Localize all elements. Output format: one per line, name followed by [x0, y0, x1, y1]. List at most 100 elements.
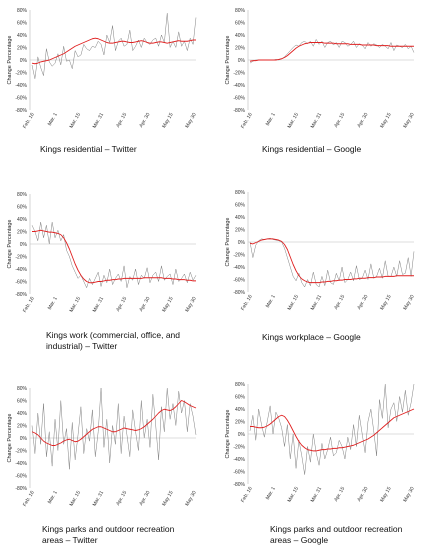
x-tick-label: Apr. 30	[138, 112, 151, 129]
y-tick-label: -60%	[15, 279, 27, 285]
x-tick-label: May 30	[184, 490, 198, 507]
y-tick-label: -80%	[15, 292, 27, 298]
x-tick-label: Mar. 1	[265, 112, 277, 127]
chart-work-twitter: 80% 60% 40% 20% 0% -20% -40% -60% -80% Change Per…	[7, 192, 198, 314]
y-tick-label: 20%	[235, 419, 246, 425]
x-tick-label: Apr. 15	[115, 112, 128, 129]
chart-panel-parks-google: 80% 60% 40% 20% 0% -20% -40% -60% -80% Change Per…	[222, 380, 422, 510]
x-tick-label: Apr. 15	[115, 296, 128, 313]
series-line-daily	[249, 238, 415, 288]
y-tick-label: 80%	[17, 386, 28, 392]
y-tick-label: 20%	[235, 45, 246, 51]
y-tick-label: 80%	[235, 382, 246, 388]
y-tick-label: -20%	[233, 252, 245, 258]
y-tick-label: -40%	[233, 265, 245, 271]
y-tick-label: -20%	[233, 444, 245, 450]
x-tick-label: May 15	[161, 490, 175, 507]
y-tick-label: -40%	[15, 83, 27, 89]
x-tick-label: Feb. 16	[22, 490, 36, 508]
chart-residential-google: 80% 60% 40% 20% 0% -20% -40% -60% -80% Change Per…	[225, 8, 416, 130]
chart-panel-parks-twitter: 80% 60% 40% 20% 0% -20% -40% -60% -80% Change Per…	[4, 384, 204, 514]
series-line-trend	[249, 238, 414, 284]
chart-panel-residential-google: 80% 60% 40% 20% 0% -20% -40% -60% -80% Change Per…	[222, 6, 422, 136]
chart-title-parks-twitter: Kings parks and outdoor recreation areas…	[42, 524, 175, 545]
series-line-trend	[250, 408, 415, 452]
y-axis-label: Change Percentage	[225, 36, 231, 85]
x-tick-label: Mar. 1	[47, 296, 59, 311]
y-tick-label: 40%	[17, 217, 28, 223]
y-tick-label: 60%	[235, 20, 246, 26]
x-tick-label: May 30	[184, 296, 198, 313]
series-line-trend	[32, 229, 196, 284]
x-tick-label: Apr. 15	[333, 112, 346, 129]
series-line-daily	[249, 383, 415, 475]
y-tick-label: -40%	[15, 267, 27, 273]
y-tick-label: -60%	[233, 469, 245, 475]
y-tick-label: -20%	[233, 70, 245, 76]
y-tick-label: -80%	[233, 108, 245, 114]
x-tick-label: Mar. 31	[310, 112, 324, 130]
x-tick-label: Mar. 1	[265, 486, 277, 501]
x-tick-label: Mar. 1	[47, 490, 59, 505]
y-axis-label: Change Percentage	[7, 414, 13, 463]
y-axis-label: Change Percentage	[225, 410, 231, 459]
y-tick-label: 40%	[17, 33, 28, 39]
chart-workplace-google: 80% 60% 40% 20% 0% -20% -40% -60% -80% Change Per…	[225, 190, 416, 312]
y-tick-label: 20%	[235, 227, 246, 233]
y-tick-label: -40%	[233, 457, 245, 463]
y-tick-label: -60%	[233, 95, 245, 101]
y-tick-label: 0%	[238, 58, 246, 64]
y-tick-label: 0%	[20, 242, 28, 248]
y-axis-label: Change Percentage	[7, 220, 13, 269]
x-tick-label: Apr. 30	[138, 490, 151, 507]
x-tick-label: Mar. 15	[68, 296, 82, 314]
x-tick-label: May 30	[402, 112, 416, 129]
y-tick-label: -80%	[15, 486, 27, 492]
y-tick-label: 60%	[235, 202, 246, 208]
y-tick-label: 0%	[20, 436, 28, 442]
chart-parks-google: 80% 60% 40% 20% 0% -20% -40% -60% -80% Change Per…	[225, 382, 416, 504]
y-tick-label: 40%	[235, 407, 246, 413]
x-tick-label: Mar. 1	[47, 112, 59, 127]
y-tick-label: 0%	[238, 240, 246, 246]
chart-residential-twitter: 80% 60% 40% 20% 0% -20% -40% -60% -80% Change Per…	[7, 8, 198, 130]
y-axis-label: Change Percentage	[7, 36, 13, 85]
y-tick-label: 80%	[235, 190, 246, 196]
y-axis-label: Change Percentage	[225, 218, 231, 267]
y-tick-label: -80%	[15, 108, 27, 114]
x-tick-label: May 15	[379, 486, 393, 503]
x-tick-label: May 15	[161, 296, 175, 313]
y-tick-label: 80%	[17, 8, 28, 14]
series-line-trend	[31, 37, 196, 65]
chart-panel-residential-twitter: 80% 60% 40% 20% 0% -20% -40% -60% -80% Change Per…	[4, 6, 204, 136]
x-tick-label: May 30	[402, 294, 416, 311]
x-tick-label: Mar. 31	[92, 296, 106, 314]
y-tick-label: -20%	[15, 254, 27, 260]
x-tick-label: Mar. 15	[68, 112, 82, 130]
y-tick-label: 80%	[17, 192, 28, 198]
x-tick-label: Mar. 15	[286, 486, 300, 504]
y-tick-label: -60%	[15, 95, 27, 101]
x-tick-label: Mar. 31	[92, 490, 106, 508]
chart-title-workplace-google: Kings workplace – Google	[262, 332, 361, 342]
x-tick-label: Apr. 30	[356, 486, 369, 503]
chart-panel-work-twitter: 80% 60% 40% 20% 0% -20% -40% -60% -80% Change Per…	[4, 190, 204, 320]
x-tick-label: Feb. 16	[240, 294, 254, 312]
x-tick-label: Mar. 31	[310, 486, 324, 504]
x-tick-label: Feb. 16	[240, 486, 254, 504]
x-tick-label: Feb. 16	[22, 296, 36, 314]
y-tick-label: -40%	[233, 83, 245, 89]
x-tick-label: Apr. 30	[356, 112, 369, 129]
y-tick-label: -60%	[233, 277, 245, 283]
x-tick-label: Mar. 15	[286, 294, 300, 312]
y-tick-label: -40%	[15, 461, 27, 467]
y-tick-label: 60%	[17, 20, 28, 26]
x-tick-label: May 15	[379, 294, 393, 311]
y-tick-label: 60%	[17, 398, 28, 404]
y-tick-label: 40%	[235, 33, 246, 39]
series-line-daily	[31, 387, 197, 470]
x-tick-label: Apr. 15	[333, 486, 346, 503]
x-tick-label: May 15	[379, 112, 393, 129]
x-tick-label: Feb. 16	[22, 112, 36, 130]
y-tick-label: 80%	[235, 8, 246, 14]
